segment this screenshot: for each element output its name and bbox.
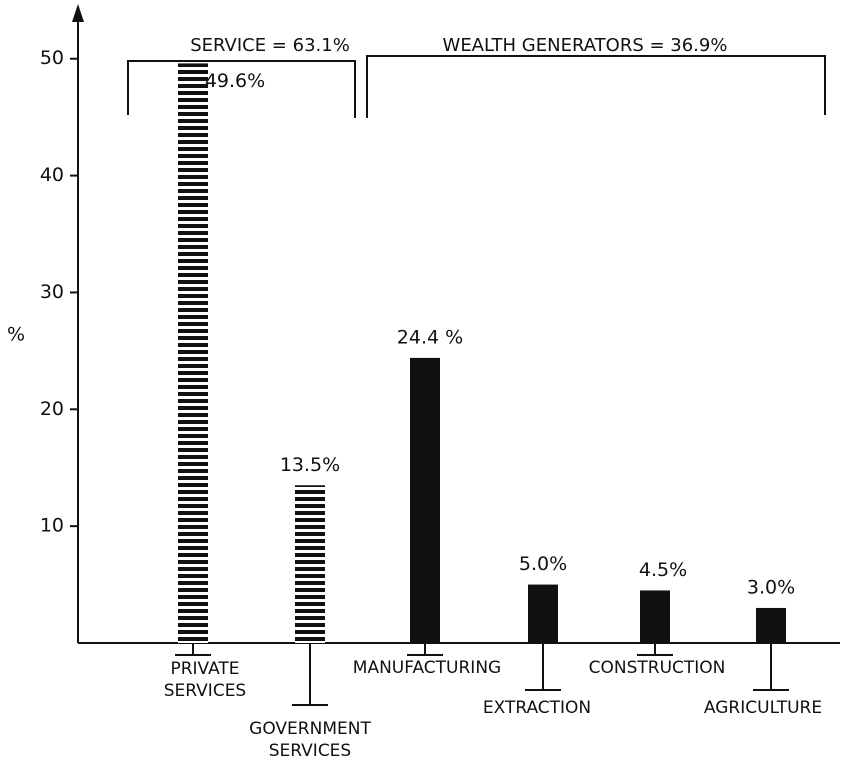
y-tick-label: 20	[40, 398, 64, 420]
value-label: 49.6%	[205, 70, 265, 92]
y-axis-label: %	[7, 324, 25, 346]
group-bracket	[127, 60, 356, 118]
bar	[756, 607, 786, 643]
bar	[528, 584, 558, 643]
value-label: 3.0%	[747, 576, 795, 598]
group-bracket	[366, 55, 826, 118]
value-label: 13.5%	[280, 454, 340, 476]
group-label: WEALTH GENERATORS = 36.9%	[443, 35, 728, 56]
group-label: SERVICE = 63.1%	[190, 35, 350, 56]
y-tick-label: 30	[40, 281, 64, 303]
bar	[178, 63, 208, 644]
bar	[295, 485, 325, 643]
category-label: PRIVATE SERVICES	[163, 659, 247, 701]
category-label: AGRICULTURE	[703, 698, 823, 718]
category-label: CONSTRUCTION	[588, 658, 726, 678]
value-label: 5.0%	[519, 553, 567, 575]
y-tick-label: 40	[40, 164, 64, 186]
y-tick-label: 50	[40, 47, 64, 69]
value-label: 24.4 %	[397, 326, 463, 348]
y-tick-label: 10	[40, 515, 64, 537]
category-label: EXTRACTION	[482, 698, 592, 718]
y-axis-arrow	[72, 4, 84, 22]
category-label: MANUFACTURING	[352, 658, 502, 678]
category-label: GOVERNMENT SERVICES	[249, 719, 371, 761]
value-label: 4.5%	[639, 559, 687, 581]
bar	[640, 590, 670, 643]
bar	[410, 357, 440, 643]
